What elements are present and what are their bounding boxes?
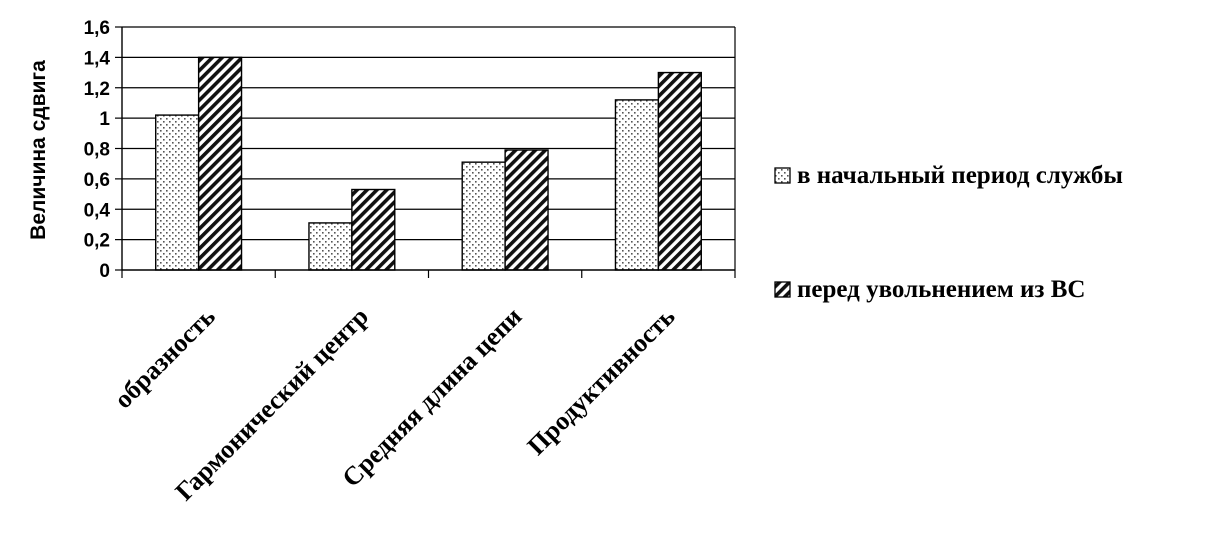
legend-swatch (774, 281, 791, 298)
bars (155, 56, 702, 271)
bar-initial (614, 99, 660, 271)
y-tick-label: 0 (99, 261, 110, 282)
bar-initial (308, 222, 353, 271)
bar-before-discharge (197, 56, 243, 271)
bar-before-discharge (657, 71, 702, 271)
y-tick-label: 1,2 (84, 79, 110, 100)
category-label: Продуктивность (522, 302, 681, 461)
legend-label: перед увольнением из ВС (797, 276, 1085, 303)
y-tick-label: 1 (99, 109, 110, 130)
bar-initial (461, 161, 506, 271)
legend: в начальный период службы перед увольнени… (774, 162, 1123, 303)
y-tick-label: 0,4 (84, 200, 111, 221)
y-tick-label: 0,8 (84, 140, 110, 161)
bar-before-discharge (351, 188, 396, 271)
category-label: образность (108, 302, 221, 415)
axes (115, 26, 736, 278)
y-tick-label: 0,2 (84, 231, 110, 252)
legend-swatch (774, 167, 791, 184)
bar-before-discharge (504, 149, 549, 271)
y-tick-labels: 0 0,2 0,4 0,6 0,8 1 1,2 1,4 1,6 (84, 18, 111, 282)
y-axis-title: Величина сдвига (27, 60, 50, 240)
bar-initial (155, 114, 200, 271)
legend-label: в начальный период службы (797, 162, 1123, 189)
y-tick-label: 1,6 (84, 18, 110, 39)
y-tick-label: 0,6 (84, 170, 110, 191)
y-tick-label: 1,4 (84, 48, 111, 69)
